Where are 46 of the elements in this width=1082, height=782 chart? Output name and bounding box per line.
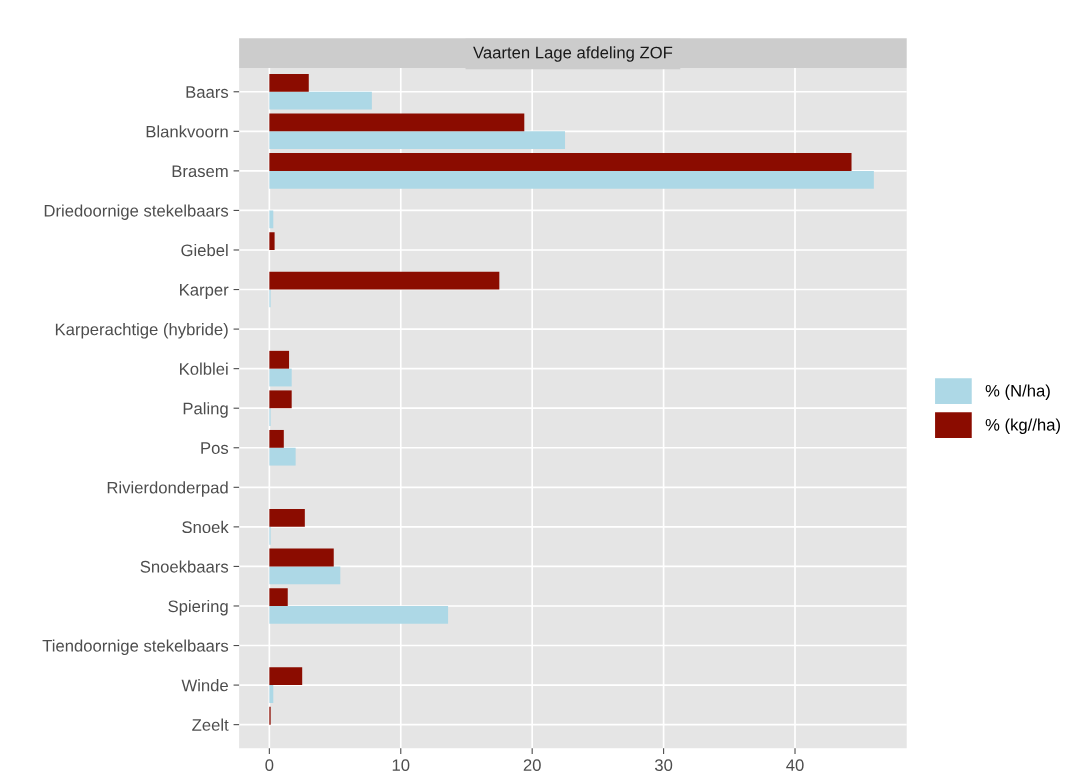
- y-tick-label: Spiering: [168, 599, 228, 616]
- y-tick-label: Baars: [186, 86, 229, 98]
- y-tick-label: Brasem: [172, 165, 228, 178]
- x-tick-label: 40: [786, 759, 804, 772]
- bar: [269, 350, 290, 369]
- legend-label: % (kg//ha): [985, 418, 1060, 434]
- y-tick-label: Karperachtige (hybride): [55, 323, 228, 339]
- y-tick-label: Tiendoornige stekelbaars: [42, 639, 229, 656]
- bar: [269, 131, 566, 150]
- legend-label: % (N/ha): [985, 384, 1050, 400]
- bar: [269, 271, 500, 290]
- bar: [269, 368, 292, 387]
- bar: [269, 390, 292, 409]
- bar: [269, 170, 874, 189]
- y-tick-label: Giebel: [181, 243, 228, 257]
- bar: [269, 588, 288, 606]
- x-tick-label: 20: [523, 759, 541, 772]
- bar: [269, 667, 303, 686]
- y-tick-label: Blankvoorn: [146, 125, 228, 138]
- bar: [269, 566, 341, 585]
- bar: [269, 685, 274, 703]
- y-tick-label: Snoek: [182, 520, 229, 534]
- y-tick-label: Pos: [201, 442, 229, 454]
- bar: [269, 605, 449, 624]
- y-tick-label: Rivierdonderpad: [107, 481, 228, 497]
- x-tick-label: 0: [265, 759, 274, 772]
- x-tick-label: 10: [392, 759, 410, 772]
- x-tick-label: 30: [654, 759, 673, 772]
- bar: [269, 113, 525, 132]
- y-tick-label: Driedoornige stekelbaars: [44, 204, 229, 220]
- bar: [269, 91, 372, 110]
- bar: [269, 73, 309, 92]
- y-tick-label: Winde: [181, 679, 228, 692]
- y-tick-label: Paling: [183, 402, 228, 418]
- bar: [269, 447, 296, 466]
- y-tick-label: Snoekbaars: [140, 560, 229, 573]
- bar: [269, 509, 305, 527]
- bar: [269, 429, 284, 448]
- bar: [269, 153, 852, 171]
- y-tick-label: Zeelt: [192, 718, 229, 731]
- y-tick-label: Karper: [180, 284, 229, 300]
- bar: [269, 210, 274, 229]
- y-tick-label: Kolblei: [180, 362, 228, 375]
- bar: [269, 548, 334, 567]
- bar: [269, 232, 275, 250]
- chart-title: Vaarten Lage afdeling ZOF: [473, 46, 673, 62]
